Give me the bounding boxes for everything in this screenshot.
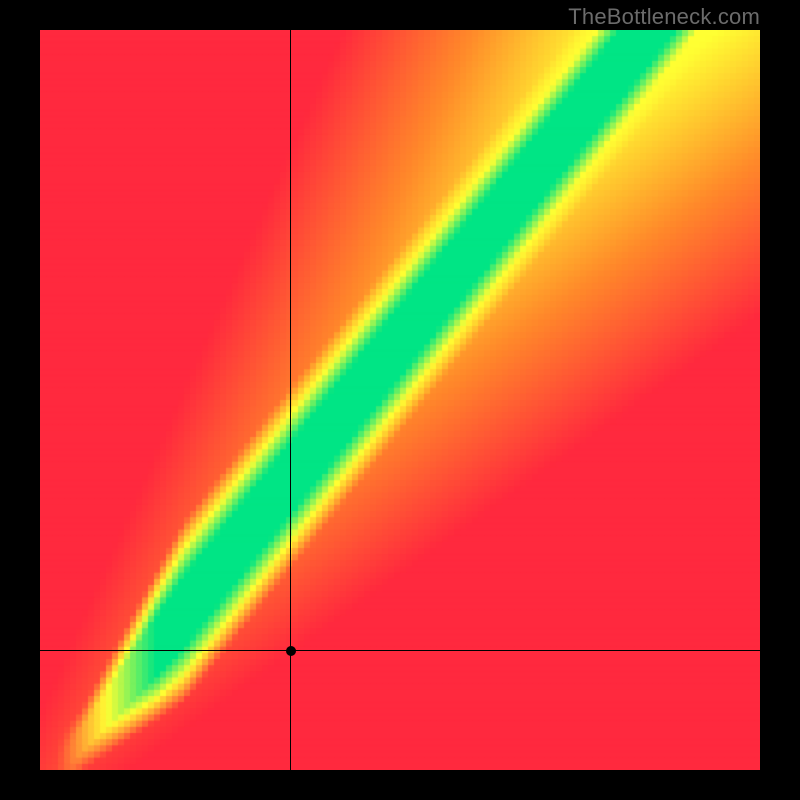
crosshair-marker [286, 646, 296, 656]
bottleneck-heatmap [40, 30, 760, 770]
watermark-text: TheBottleneck.com [568, 4, 760, 30]
crosshair-vertical [290, 30, 291, 770]
crosshair-horizontal [40, 650, 760, 651]
chart-container: TheBottleneck.com [0, 0, 800, 800]
